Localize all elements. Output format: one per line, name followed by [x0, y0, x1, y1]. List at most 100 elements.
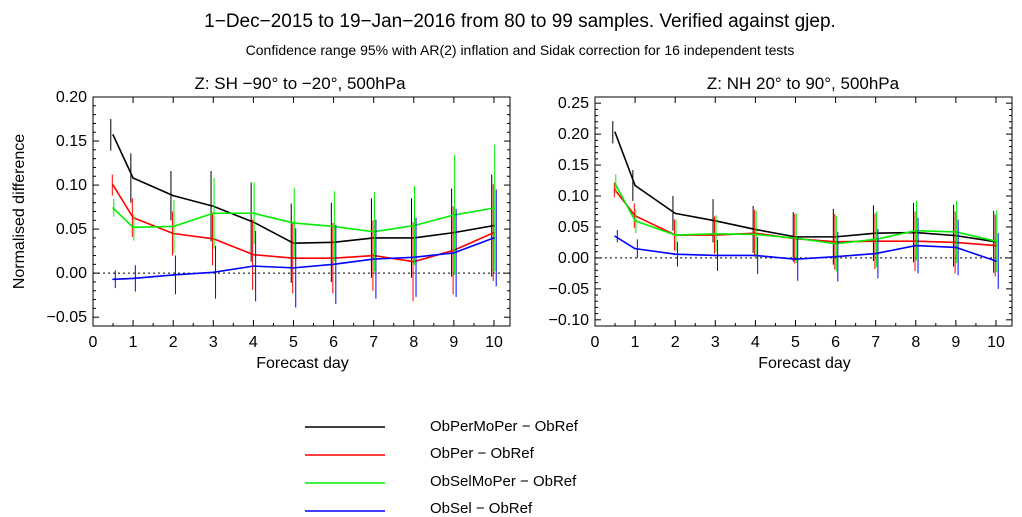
plot-frame	[594, 96, 1013, 327]
data-point	[212, 271, 215, 274]
panel-title: Z: NH 20° to 90°, 500hPa	[707, 74, 900, 93]
data-point	[614, 131, 616, 134]
data-point	[412, 224, 415, 227]
panel-sh: Z: SH −90° to −20°, 500hPa 0 1 2 3 4 5 6 7 8 9 10 Fo…	[11, 74, 511, 372]
data-point	[172, 194, 174, 197]
data-point	[955, 246, 957, 249]
data-point	[453, 252, 455, 254]
y-tick-label: −0.10	[549, 312, 590, 329]
series-obsel	[614, 217, 999, 289]
x-tick-label: 6	[831, 334, 840, 351]
data-point	[332, 225, 335, 228]
figure-title: 1−Dec−2015 to 19−Jan−2016 from 80 to 99 …	[204, 11, 836, 32]
data-point	[292, 222, 295, 224]
y-tick-label: 0.15	[558, 157, 589, 174]
x-tick-label: 1	[129, 334, 138, 351]
data-point	[834, 242, 837, 245]
y-tick-label: 0.20	[56, 89, 87, 106]
x-tick-label: 5	[289, 334, 298, 351]
data-point	[874, 238, 877, 241]
x-tick-label: 0	[89, 334, 98, 351]
x-tick-label: 3	[209, 334, 218, 351]
data-point	[132, 177, 134, 179]
y-axis-label: Normalised difference	[11, 134, 28, 289]
y-tick-label: −0.05	[549, 281, 590, 298]
data-point	[493, 237, 495, 239]
panel-nh: Z: NH 20° to 90°, 500hPa 0 1 2 3 4 5 6 7 8 9 10 Fore…	[549, 74, 1013, 372]
data-point	[674, 253, 676, 256]
data-point	[112, 278, 114, 281]
series-line	[614, 131, 997, 243]
series-obselmoper	[614, 174, 998, 273]
x-tick-label: 7	[369, 334, 378, 351]
data-point	[834, 255, 837, 258]
data-point	[172, 274, 174, 276]
x-tick-label: 1	[631, 334, 640, 351]
series-obselmoper	[112, 144, 496, 275]
y-tick-label: 0.05	[56, 221, 87, 238]
data-point	[212, 212, 215, 215]
panel-title: Z: SH −90° to −20°, 500hPa	[194, 74, 406, 93]
data-point	[172, 225, 174, 228]
data-point	[112, 184, 114, 186]
data-point	[614, 235, 616, 238]
data-point	[955, 231, 957, 233]
x-tick-label: 10	[485, 334, 503, 351]
figure-subtitle: Confidence range 95% with AR(2) inflatio…	[246, 42, 795, 58]
data-point	[634, 184, 636, 187]
y-tick-label: −0.05	[47, 309, 88, 326]
y-tick-label: 0.20	[558, 126, 589, 143]
y-tick-label: 0.00	[558, 250, 589, 267]
data-point	[252, 212, 255, 215]
x-tick-label: 10	[987, 334, 1005, 351]
data-point	[995, 240, 997, 243]
x-tick-label: 7	[871, 334, 880, 351]
data-point	[372, 258, 375, 260]
data-point	[914, 244, 917, 247]
x-tick-label: 2	[671, 334, 680, 351]
data-point	[453, 214, 455, 216]
data-point	[112, 207, 114, 209]
legend-label-obpermoper: ObPerMoPer − ObRef	[430, 418, 579, 435]
data-point	[754, 233, 757, 236]
x-tick-label: 5	[791, 334, 800, 351]
data-point	[674, 234, 676, 236]
x-tick-label: 6	[329, 334, 338, 351]
data-point	[292, 267, 295, 269]
data-point	[614, 182, 616, 185]
y-tick-label: 0.00	[56, 265, 87, 282]
legend-label-obselmoper: ObSelMoPer − ObRef	[430, 473, 577, 490]
plot-frame	[92, 96, 511, 327]
series-line	[112, 207, 495, 233]
x-tick-label: 4	[249, 334, 258, 351]
y-tick-label: 0.10	[56, 177, 87, 194]
data-point	[714, 232, 717, 235]
legend-item-obpermoper: ObPerMoPer − ObRef	[305, 418, 579, 435]
series-obper	[613, 182, 997, 277]
legend-item-obper: ObPer − ObRef	[305, 445, 535, 462]
data-point	[634, 219, 636, 222]
data-point	[794, 258, 797, 260]
x-tick-label: 0	[591, 334, 600, 351]
x-axis-label: Forecast day	[256, 355, 348, 372]
data-point	[714, 254, 717, 257]
data-point	[874, 252, 877, 255]
x-tick-label: 3	[711, 334, 720, 351]
data-point	[914, 229, 917, 232]
series-obsel	[112, 189, 497, 308]
y-tick-label: 0.05	[558, 219, 589, 236]
x-tick-label: 8	[409, 334, 418, 351]
x-tick-label: 8	[911, 334, 920, 351]
legend-label-obper: ObPer − ObRef	[430, 445, 535, 462]
data-point	[112, 134, 114, 136]
data-point	[412, 256, 415, 259]
data-point	[372, 230, 375, 233]
legend-label-obsel: ObSel − ObRef	[430, 500, 533, 517]
x-tick-label: 9	[951, 334, 960, 351]
data-point	[634, 247, 636, 250]
series-obpermoper	[110, 119, 495, 283]
data-point	[252, 253, 255, 256]
data-point	[132, 226, 134, 229]
legend-item-obselmoper: ObSelMoPer − ObRef	[305, 473, 577, 490]
